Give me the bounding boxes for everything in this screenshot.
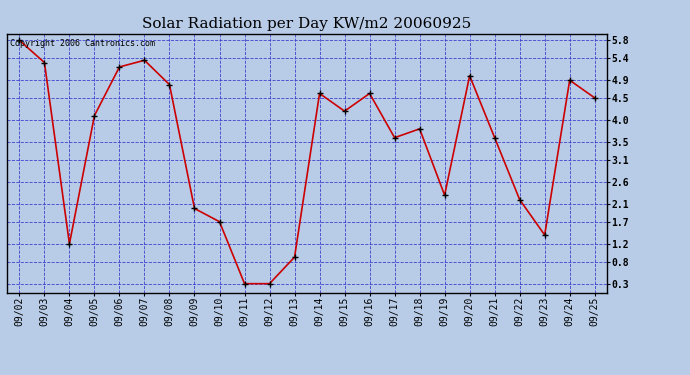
Title: Solar Radiation per Day KW/m2 20060925: Solar Radiation per Day KW/m2 20060925 [142,17,472,31]
Text: Copyright 2006 Cantronics.com: Copyright 2006 Cantronics.com [10,39,155,48]
